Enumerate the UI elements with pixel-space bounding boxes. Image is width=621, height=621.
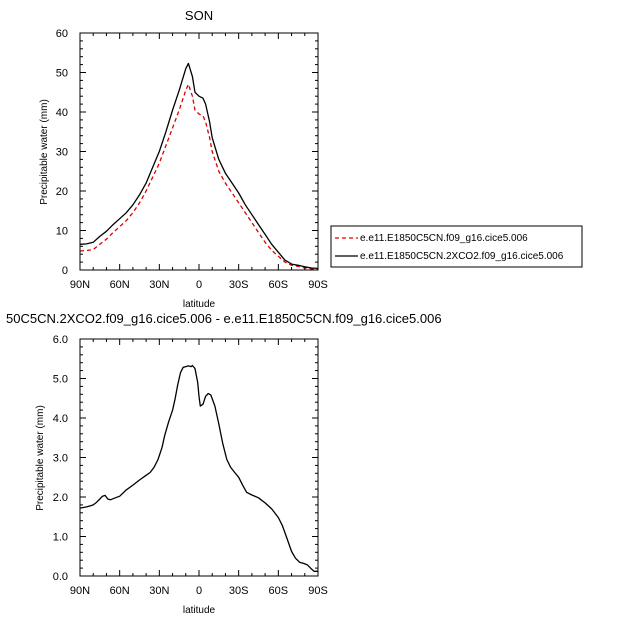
x-tick-label: 0: [196, 279, 202, 291]
x-tick-label: 30N: [149, 279, 169, 291]
plot-frame: [79, 32, 319, 271]
x-tick-label: 60S: [269, 279, 289, 291]
y-tick-label: 6.0: [53, 334, 68, 346]
y-tick-label: 20: [56, 186, 68, 198]
plot-area: [79, 364, 318, 572]
y-tick-label: 5.0: [53, 374, 68, 386]
chart-title: 50C5CN.2XCO2.f09_g16.cice5.006 - e.e11.E…: [6, 311, 442, 326]
x-tick-label: 90S: [308, 585, 328, 597]
plot-frame: [79, 338, 319, 577]
y-axis-label: Precipitable water (mm): [35, 405, 46, 511]
y-tick-label: 1.0: [53, 532, 68, 544]
x-tick-label: 30S: [229, 585, 249, 597]
plot-area: [79, 62, 319, 270]
x-tick-label: 90N: [70, 585, 90, 597]
series-line-1: [79, 83, 318, 270]
y-tick-label: 30: [56, 147, 68, 159]
x-tick-label: 30N: [149, 585, 169, 597]
x-axis-label: latitude: [183, 299, 216, 310]
y-tick-label: 50: [56, 68, 68, 80]
axis-ticks: 90N 60N 30N 0 30S 60S 90S 0.0 1.0 2.0 3.0 4.0 5.0 6.0: [53, 334, 328, 597]
series-line-1: [79, 364, 318, 572]
y-tick-label: 10: [56, 226, 68, 238]
y-tick-label: 2.0: [53, 492, 68, 504]
chart-difference: 50C5CN.2XCO2.f09_g16.cice5.006 - e.e11.E…: [6, 311, 442, 616]
x-tick-label: 30S: [229, 279, 249, 291]
y-tick-label: 3.0: [53, 453, 68, 465]
y-tick-label: 40: [56, 107, 68, 119]
series-line-2: [79, 62, 319, 270]
chart-son: SON 90N 60N 30N 0 30S 60S 90S 0 10 20 30 40 50 60 lat…: [39, 8, 328, 310]
x-tick-label: 0: [196, 585, 202, 597]
y-tick-label: 0.0: [53, 571, 68, 583]
y-tick-label: 4.0: [53, 413, 68, 425]
axis-ticks: 90N 60N 30N 0 30S 60S 90S 0 10 20 30 40 50 60: [56, 28, 328, 291]
legend-box: [330, 225, 583, 268]
legend: e.e11.E1850C5CN.f09_g16.cice5.006 e.e11.…: [330, 225, 583, 268]
x-tick-label: 60N: [110, 279, 130, 291]
legend-label-control: e.e11.E1850C5CN.f09_g16.cice5.006: [360, 233, 528, 244]
x-tick-label: 60N: [110, 585, 130, 597]
y-axis-label: Precipitable water (mm): [39, 99, 50, 205]
x-tick-label: 60S: [269, 585, 289, 597]
x-tick-label: 90S: [308, 279, 328, 291]
x-tick-label: 90N: [70, 279, 90, 291]
legend-label-2xco2: e.e11.E1850C5CN.2XCO2.f09_g16.cice5.006: [360, 251, 564, 262]
y-tick-label: 0: [62, 265, 68, 277]
y-tick-label: 60: [56, 28, 68, 40]
chart-title: SON: [185, 8, 213, 23]
x-axis-label: latitude: [183, 605, 216, 616]
